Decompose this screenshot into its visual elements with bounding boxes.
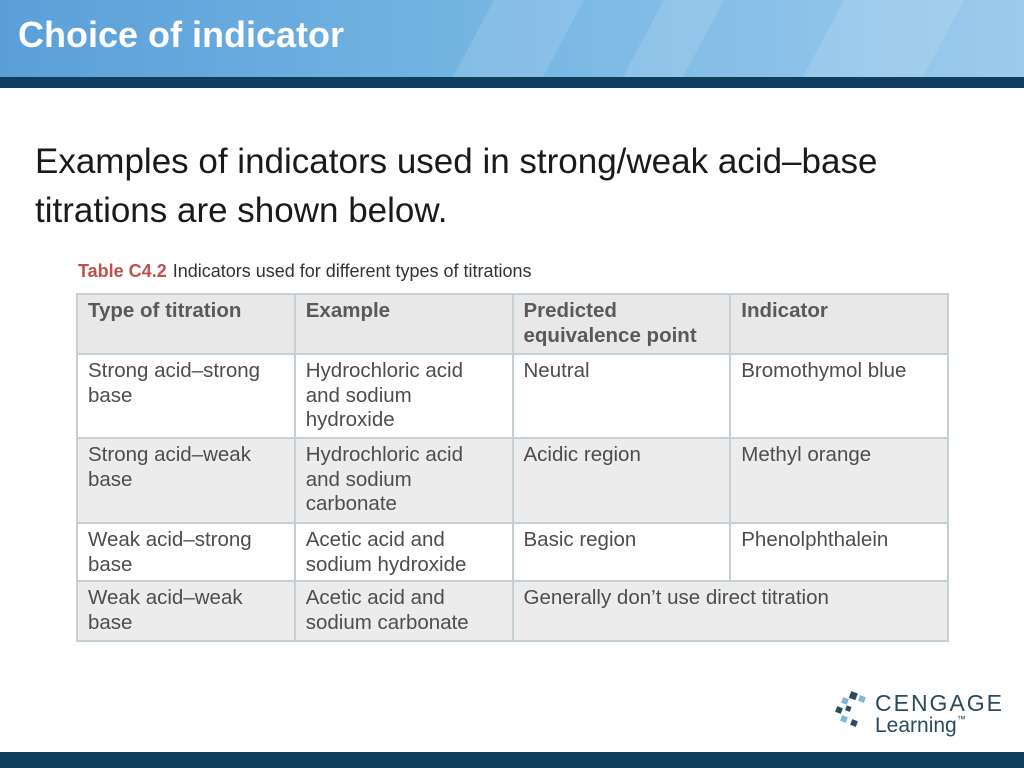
intro-text: Examples of indicators used in strong/we… bbox=[35, 142, 878, 230]
cell-example: Acetic acid and sodium carbonate bbox=[293, 580, 514, 642]
header-type-of-titration: Type of titration bbox=[76, 293, 296, 355]
header-indicator: Indicator bbox=[729, 293, 949, 355]
cell-example: Hydrochloric acid and sodium carbonate bbox=[293, 437, 514, 524]
table-row: Strong acid–weak base Hydrochloric acid … bbox=[76, 437, 949, 524]
header-decoration bbox=[605, 0, 735, 77]
cengage-logo: CENGAGE Learning™ bbox=[832, 690, 1002, 738]
cell-type: Strong acid–strong base bbox=[76, 353, 296, 439]
footer-bar bbox=[0, 752, 1024, 768]
table-header-row: Type of titration Example Predicted equi… bbox=[76, 293, 949, 355]
slide-title: Choice of indicator bbox=[18, 14, 345, 55]
table-row: Strong acid–strong base Hydrochloric aci… bbox=[76, 353, 949, 439]
cell-equivalence-point: Neutral bbox=[511, 353, 732, 439]
cell-indicator: Phenolphthalein bbox=[729, 522, 949, 582]
cell-type: Weak acid–weak base bbox=[76, 580, 296, 642]
table-caption: Table C4.2 Indicators used for different … bbox=[78, 261, 532, 282]
table-row: Weak acid–strong base Acetic acid and so… bbox=[76, 522, 949, 582]
cell-equivalence-point: Basic region bbox=[511, 522, 732, 582]
cell-indicator: Bromothymol blue bbox=[729, 353, 949, 439]
header-example: Example bbox=[293, 293, 514, 355]
indicator-table: Type of titration Example Predicted equi… bbox=[76, 293, 949, 642]
cell-note: Generally don’t use direct titration bbox=[511, 580, 949, 642]
table-label: Table C4.2 bbox=[78, 261, 167, 281]
table-caption-text: Indicators used for different types of t… bbox=[172, 261, 532, 281]
header-predicted-equivalence-point: Predicted equivalence point bbox=[511, 293, 732, 355]
slide-header: Choice of indicator bbox=[0, 0, 1024, 77]
header-decoration bbox=[785, 0, 975, 77]
cell-example: Acetic acid and sodium hydroxide bbox=[293, 522, 514, 582]
cell-indicator: Methyl orange bbox=[729, 437, 949, 524]
cell-type: Strong acid–weak base bbox=[76, 437, 296, 524]
cell-type: Weak acid–strong base bbox=[76, 522, 296, 582]
cell-example: Hydrochloric acid and sodium hydroxide bbox=[293, 353, 514, 439]
header-decoration bbox=[435, 0, 595, 77]
logo-line2: Learning™ bbox=[875, 714, 966, 738]
trademark: ™ bbox=[956, 714, 966, 724]
logo-line2-text: Learning bbox=[875, 714, 957, 737]
table-row: Weak acid–weak base Acetic acid and sodi… bbox=[76, 580, 949, 642]
cengage-mark-icon bbox=[835, 691, 866, 727]
header-divider bbox=[0, 77, 1024, 88]
logo-line1: CENGAGE bbox=[875, 690, 1005, 716]
cell-equivalence-point: Acidic region bbox=[511, 437, 732, 524]
